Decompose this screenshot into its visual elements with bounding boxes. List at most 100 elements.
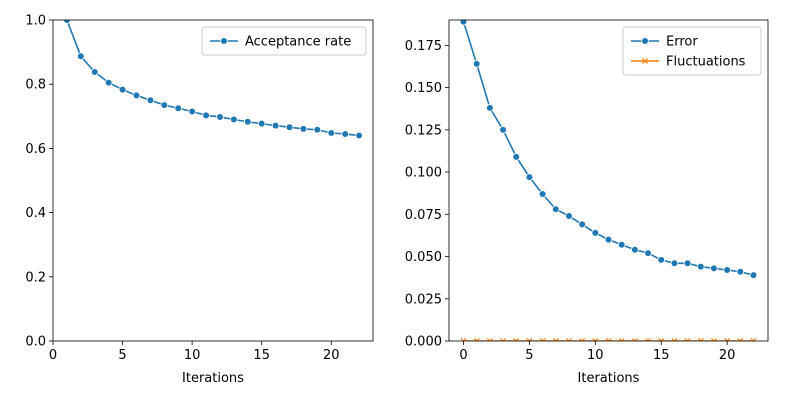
y-tick-label: 0.4 bbox=[25, 206, 46, 221]
x-tick-label: 5 bbox=[525, 348, 533, 363]
fluctuations-point bbox=[486, 337, 493, 341]
legend-label-fluctuations: Fluctuations bbox=[666, 55, 746, 70]
x-tick-label: 15 bbox=[653, 348, 670, 363]
error-point bbox=[670, 259, 679, 268]
fluctuations-point bbox=[579, 337, 586, 341]
y-tick-label: 0.050 bbox=[405, 250, 442, 265]
acceptance-rate-point bbox=[327, 129, 336, 137]
y-tick-label: 0.6 bbox=[25, 142, 46, 157]
fluctuations-point bbox=[750, 337, 757, 341]
acceptance-rate-point bbox=[355, 131, 363, 140]
x-tick-label: 10 bbox=[587, 348, 604, 363]
fluctuations-point bbox=[526, 337, 533, 341]
legend-marker bbox=[641, 57, 649, 65]
acceptance-rate-point bbox=[299, 125, 308, 133]
fluctuations-point bbox=[513, 337, 520, 341]
x-tick-label: 0 bbox=[459, 348, 467, 363]
acceptance-rate-point bbox=[285, 123, 294, 132]
x-tick-label: 15 bbox=[253, 348, 270, 363]
acceptance-rate-point bbox=[271, 121, 280, 130]
error-point bbox=[644, 249, 652, 257]
fluctuations-point bbox=[500, 337, 507, 341]
acceptance-rate-point bbox=[230, 115, 238, 124]
fluctuations-point bbox=[552, 337, 559, 341]
y-tick-label: 0.0 bbox=[25, 335, 46, 350]
acceptance-rate-point bbox=[257, 119, 266, 128]
legend-label-acceptance-rate: Acceptance rate bbox=[245, 35, 351, 50]
error-point bbox=[749, 271, 758, 279]
fluctuations-point bbox=[737, 337, 744, 341]
error-point bbox=[551, 205, 560, 214]
error-point bbox=[631, 245, 639, 254]
acceptance-rate-point bbox=[104, 78, 113, 87]
acceptance-rate-point bbox=[90, 68, 99, 76]
acceptance-rate-point bbox=[341, 130, 349, 138]
acceptance-rate-chart: 0 5 10 15 20 0.0 0.2 0.4 0.6 0.8 1.0 Iterations Acce… bbox=[25, 14, 374, 386]
fluctuations-point bbox=[460, 337, 467, 341]
y-tick-label: 0.075 bbox=[405, 208, 442, 223]
acceptance-rate-point bbox=[243, 117, 252, 126]
acceptance-rate-point bbox=[174, 104, 183, 113]
acceptance-rate-point bbox=[188, 107, 196, 116]
error-point bbox=[710, 264, 718, 273]
legend-box bbox=[622, 26, 762, 76]
error-chart: 0 5 10 15 20 0.000 0.025 0.050 0.075 0.100 0.125 0.… bbox=[405, 19, 769, 386]
fluctuations-point bbox=[658, 337, 665, 341]
error-point bbox=[617, 240, 626, 249]
error-point bbox=[565, 212, 573, 220]
legend-box bbox=[201, 26, 367, 56]
legend: Acceptance rate bbox=[201, 26, 367, 56]
error-point bbox=[512, 153, 521, 161]
acceptance-rate-point bbox=[77, 52, 85, 61]
x-axis-label: Iterations bbox=[578, 371, 640, 386]
acceptance-rate-point bbox=[216, 113, 224, 121]
plot-area bbox=[459, 20, 758, 341]
fluctuations-point bbox=[592, 337, 599, 341]
fluctuations-point bbox=[565, 337, 572, 341]
error-point bbox=[459, 20, 468, 26]
y-tick-label: 0.100 bbox=[405, 166, 442, 181]
error-point bbox=[578, 220, 586, 229]
axes-frame bbox=[52, 19, 374, 342]
y-tick-label: 0.025 bbox=[405, 292, 442, 307]
acceptance-rate-point bbox=[202, 111, 210, 120]
error-point bbox=[683, 259, 692, 268]
fluctuations-point bbox=[618, 337, 625, 341]
x-tick-label: 5 bbox=[118, 348, 126, 363]
x-tick-label: 0 bbox=[49, 348, 57, 363]
fluctuations-point bbox=[710, 337, 717, 341]
y-tick-label: 0.8 bbox=[25, 78, 46, 93]
fluctuations-point bbox=[684, 337, 691, 341]
error-point bbox=[736, 267, 745, 276]
x-axis-label: Iterations bbox=[182, 371, 244, 386]
acceptance-rate-point bbox=[118, 85, 127, 94]
axes-frame bbox=[448, 19, 769, 342]
fluctuations-point bbox=[724, 337, 731, 341]
acceptance-rate-point bbox=[146, 96, 155, 105]
acceptance-rate-point bbox=[132, 91, 141, 100]
plot-area bbox=[63, 20, 363, 140]
y-tick-label: 0.000 bbox=[405, 335, 442, 350]
y-tick-label: 0.2 bbox=[25, 270, 46, 285]
error-point bbox=[604, 235, 613, 244]
fluctuations-point bbox=[697, 337, 704, 341]
legend-marker bbox=[220, 37, 228, 45]
error-point bbox=[499, 126, 507, 134]
fluctuations-point bbox=[631, 337, 638, 341]
fluctuations-point bbox=[473, 337, 480, 341]
error-point bbox=[538, 190, 547, 198]
legend-marker bbox=[641, 37, 649, 45]
error-point bbox=[696, 262, 705, 271]
x-tick-label: 10 bbox=[184, 348, 201, 363]
fluctuations-point bbox=[605, 337, 612, 341]
y-tick-label: 1.0 bbox=[25, 14, 46, 29]
x-tick-label: 20 bbox=[719, 348, 736, 363]
y-tick-label: 0.125 bbox=[405, 123, 442, 138]
fluctuations-point bbox=[539, 337, 546, 341]
fluctuations-point bbox=[671, 337, 678, 341]
y-tick-label: 0.175 bbox=[405, 39, 442, 54]
error-point bbox=[525, 173, 534, 181]
error-point bbox=[723, 266, 731, 274]
